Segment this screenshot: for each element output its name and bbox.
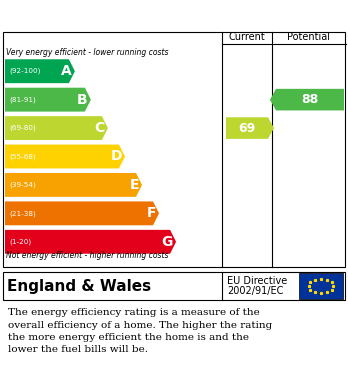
Text: A: A: [61, 64, 72, 78]
Bar: [299, 273, 343, 299]
Text: Potential: Potential: [287, 32, 331, 42]
Polygon shape: [5, 145, 125, 169]
Text: (81-91): (81-91): [9, 97, 36, 103]
Text: The energy efficiency rating is a measure of the
overall efficiency of a home. T: The energy efficiency rating is a measur…: [8, 308, 272, 355]
Text: E: E: [129, 178, 139, 192]
Bar: [3, 272, 345, 300]
Text: England & Wales: England & Wales: [7, 278, 151, 294]
Text: 69: 69: [238, 122, 256, 135]
Text: 88: 88: [301, 93, 319, 106]
Text: 2002/91/EC: 2002/91/EC: [227, 286, 283, 296]
Polygon shape: [5, 59, 75, 83]
Polygon shape: [270, 89, 344, 110]
Text: (69-80): (69-80): [9, 125, 36, 131]
Text: Current: Current: [229, 32, 266, 42]
Polygon shape: [5, 173, 142, 197]
Text: (55-68): (55-68): [9, 153, 36, 160]
Text: Very energy efficient - lower running costs: Very energy efficient - lower running co…: [6, 48, 168, 57]
Polygon shape: [5, 230, 176, 254]
Text: Not energy efficient - higher running costs: Not energy efficient - higher running co…: [6, 251, 168, 260]
Text: (92-100): (92-100): [9, 68, 40, 74]
Text: G: G: [162, 235, 173, 249]
Text: EU Directive: EU Directive: [227, 276, 287, 286]
Polygon shape: [226, 117, 274, 139]
Text: (21-38): (21-38): [9, 210, 36, 217]
Polygon shape: [5, 88, 91, 111]
Text: D: D: [110, 149, 122, 163]
Text: C: C: [95, 121, 105, 135]
Polygon shape: [5, 201, 159, 225]
Polygon shape: [5, 116, 108, 140]
Text: Energy Efficiency Rating: Energy Efficiency Rating: [9, 7, 219, 23]
Text: F: F: [147, 206, 156, 221]
Text: (1-20): (1-20): [9, 239, 31, 245]
Text: (39-54): (39-54): [9, 182, 36, 188]
Text: B: B: [77, 93, 88, 107]
